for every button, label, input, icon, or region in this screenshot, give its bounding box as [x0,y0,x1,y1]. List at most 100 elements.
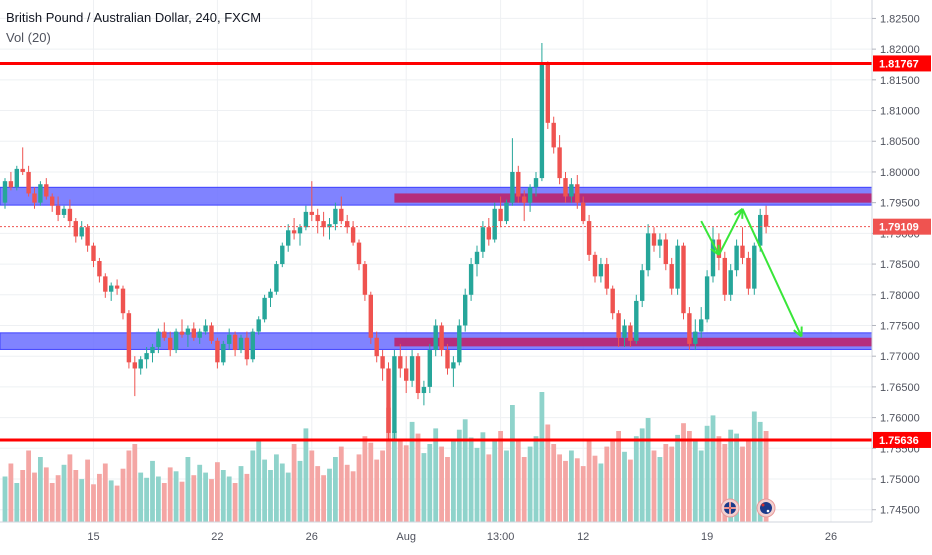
volume-bar [150,461,155,522]
candle [386,368,390,432]
candle [85,227,89,245]
price-tick-label: 1.80500 [880,136,920,148]
candle [487,227,491,239]
volume-bar [127,451,132,523]
volume-bar [416,434,421,522]
volume-bar [233,483,238,522]
volume-bar [286,473,291,522]
volume-bar [663,444,668,522]
volume-bar [309,451,314,523]
volume-bar [622,452,627,522]
candle [251,332,255,360]
candle [162,332,166,338]
candle [752,246,756,289]
volume-bar [481,432,486,522]
volume-bar [581,466,586,522]
candle [50,197,54,206]
volume-bar [599,464,604,523]
volume-bar [563,461,568,522]
candle [280,246,284,264]
candle [493,209,497,240]
uk-flag-icon[interactable] [721,499,739,517]
volume-bar [551,444,556,522]
candle [552,123,556,148]
volume-bar [675,435,680,522]
volume-bar [610,440,615,522]
candle [26,172,30,193]
candle [587,221,591,255]
volume-indicator-label: Vol (20) [6,28,261,48]
volume-bar [681,423,686,522]
candle [351,227,355,242]
price-tick-label: 1.77000 [880,351,920,363]
candle [262,298,266,319]
volume-bar [504,451,509,523]
candle [32,193,36,202]
candle [652,233,656,245]
volume-bar [398,439,403,522]
volume-bar [239,466,244,522]
candle [38,184,42,202]
candle [670,264,674,289]
volume-bar [410,422,415,522]
chart-title: British Pound / Australian Dollar, 240, … [6,8,261,28]
au-flag-icon[interactable] [757,499,775,517]
candle [528,187,532,202]
price-tick-label: 1.79500 [880,198,920,210]
volume-bar [280,464,285,523]
volume-bar [634,436,639,522]
candle [80,227,84,236]
volume-bar [97,474,102,522]
price-tick-label: 1.80000 [880,167,920,179]
volume-bar [534,436,539,522]
price-tick-label: 1.76000 [880,413,920,425]
candle [699,319,703,331]
volume-bar [56,475,61,522]
candle [274,264,278,292]
candle [316,215,320,221]
volume-bar [256,441,261,522]
volume-bar [669,447,674,522]
candle [445,350,449,368]
candle [575,184,579,202]
time-tick-label: 12 [577,531,589,543]
volume-bar [575,458,580,522]
volume-bar [215,462,220,522]
candle [115,286,119,289]
projection-segment [719,209,743,255]
volume-bar [274,454,279,522]
price-tick-label: 1.82500 [880,13,920,25]
time-tick-label: 22 [211,531,223,543]
projection-segment [743,209,802,337]
candle [546,64,550,122]
au-flag-star [767,510,770,513]
candle [522,197,526,203]
au-flag-corner [762,504,765,507]
candle [599,264,603,276]
volume-bar [85,460,90,522]
volume-bar [486,454,491,522]
volume-bar [174,471,179,522]
volume-bar [333,457,338,522]
candle [569,184,573,196]
candle [245,338,249,359]
volume-bar [380,451,385,523]
candle [3,181,7,202]
candle [410,356,414,381]
candle [227,335,231,344]
candle [192,329,196,338]
volume-bar [168,467,173,522]
volume-bar [368,443,373,522]
candle [215,341,219,362]
volume-bar [746,439,751,522]
candle [675,246,679,289]
candle [21,169,25,172]
volume-bar [103,464,108,523]
price-tick-label: 1.74500 [880,505,920,517]
candle [616,313,620,338]
candle [734,246,738,271]
candle [221,344,225,362]
time-tick-label: 19 [701,531,713,543]
